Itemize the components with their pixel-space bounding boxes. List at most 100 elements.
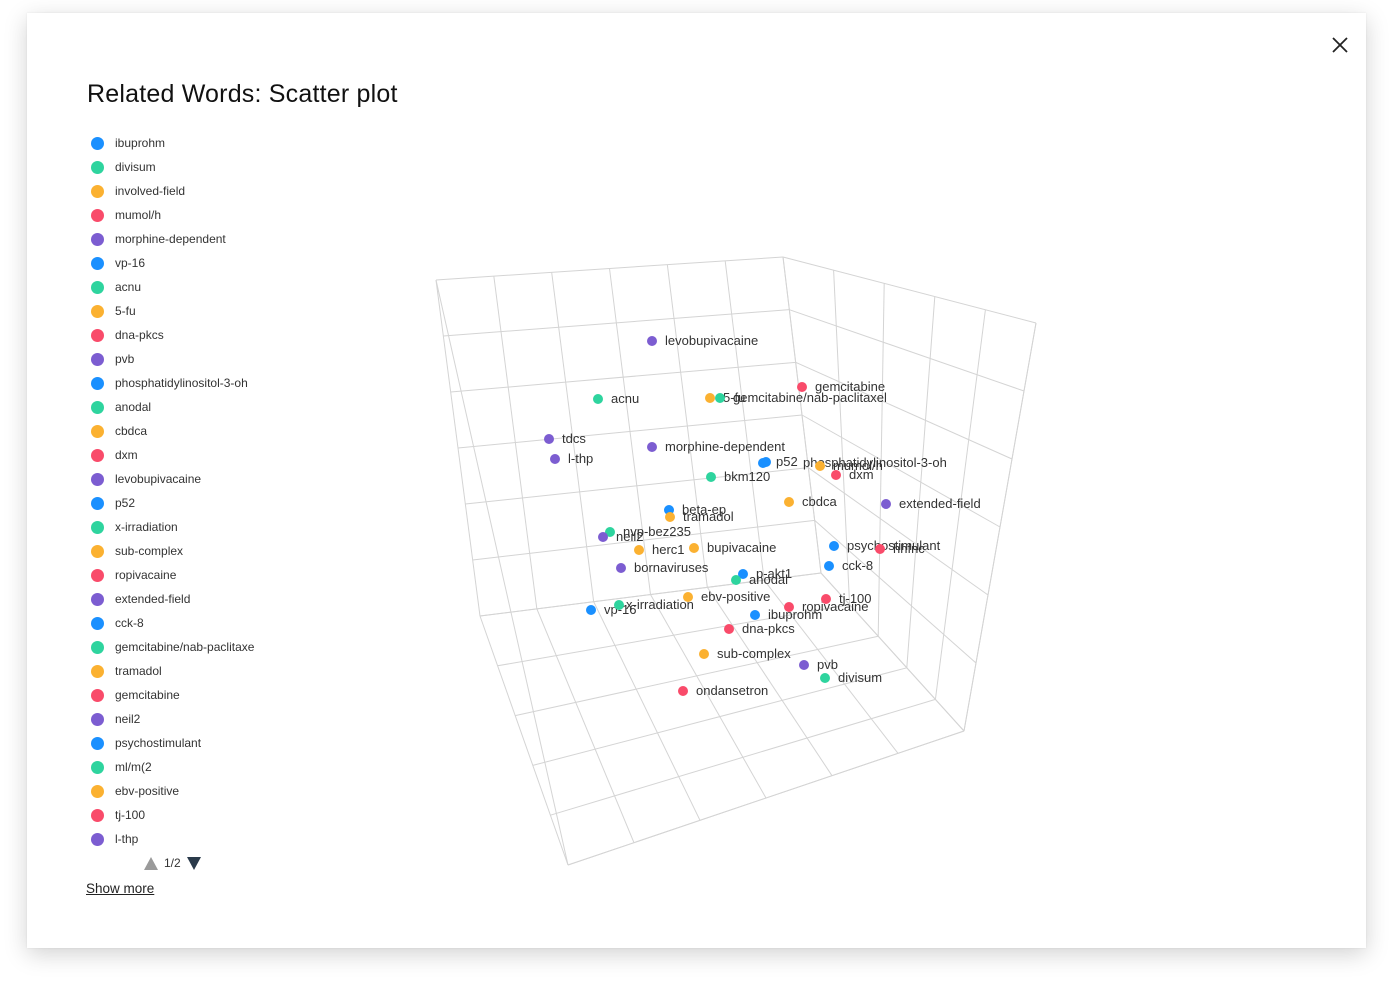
legend-label: ropivacaine [115,568,177,582]
grid-line-floor [593,601,701,821]
legend-item[interactable]: l-thp [91,827,263,851]
scatter-point[interactable] [647,442,657,452]
legend-item[interactable]: extended-field [91,587,263,611]
legend-item[interactable]: gemcitabine/nab-paclitaxe [91,635,263,659]
legend-item[interactable]: cck-8 [91,611,263,635]
legend-item[interactable]: pvb [91,347,263,371]
scatter-point[interactable] [758,458,768,468]
scatter-point[interactable] [614,600,624,610]
scatter-point[interactable] [715,393,725,403]
scatter-point[interactable] [750,610,760,620]
scatter-point[interactable] [689,543,699,553]
scatter-point[interactable] [829,541,839,551]
scatter-point[interactable] [705,393,715,403]
point-label: neil2 [616,529,643,544]
scatter-point[interactable] [683,592,693,602]
point-label: extended-field [899,496,981,511]
legend-item[interactable]: anodal [91,395,263,419]
point-label: ropivacaine [802,599,869,614]
legend-item[interactable]: psychostimulant [91,731,263,755]
scatter-point[interactable] [797,382,807,392]
scatter-point[interactable] [881,499,891,509]
legend-item[interactable]: ebv-positive [91,779,263,803]
legend-color-dot [91,376,104,390]
scatter-point[interactable] [605,527,615,537]
grid-line-back-wall [435,256,784,281]
triangle-down-icon[interactable] [186,856,201,870]
scatter-point[interactable] [821,594,831,604]
grid-line-back-wall [465,467,809,505]
point-label: p-akt1 [756,566,792,581]
legend-item[interactable]: dna-pkcs [91,323,263,347]
scatter-point[interactable] [799,660,809,670]
grid-line-right-wall [795,361,1013,460]
legend-item[interactable]: neil2 [91,707,263,731]
scatter-point[interactable] [647,336,657,346]
scatter-point[interactable] [731,575,741,585]
triangle-up-icon[interactable] [144,856,158,870]
legend-item[interactable]: ibuprohm [91,131,263,155]
point-label: bornaviruses [634,560,709,575]
point-label: ebv-positive [701,589,770,604]
legend-item[interactable]: 5-fu [91,299,263,323]
legend-item[interactable]: involved-field [91,179,263,203]
legend-label: mumol/h [115,208,162,222]
scatter-point[interactable] [824,561,834,571]
scatter-point[interactable] [634,545,644,555]
legend-item[interactable]: ropivacaine [91,563,263,587]
scatter-point[interactable] [875,544,885,554]
scatter-point[interactable] [593,394,603,404]
legend-item[interactable]: cbdca [91,419,263,443]
scatter-point[interactable] [665,512,675,522]
grid-line-floor [497,604,850,667]
legend-item[interactable]: tj-100 [91,803,263,827]
close-button[interactable] [1328,33,1352,57]
scatter-point[interactable] [598,532,608,542]
scatter-point[interactable] [550,454,560,464]
legend-label: sub-complex [115,544,184,558]
grid-line-floor [479,572,822,617]
legend-item[interactable]: morphine-dependent [91,227,263,251]
point-label: tj-100 [839,591,872,606]
point-label: acnu [611,391,639,406]
legend-item[interactable]: tramadol [91,659,263,683]
legend-item[interactable]: gemcitabine [91,683,263,707]
legend-item[interactable]: levobupivacaine [91,467,263,491]
point-label: tdcs [562,431,586,446]
legend-color-dot [91,448,104,462]
chart-grid [435,256,1037,866]
legend-color-dot [91,664,104,678]
scatter-point[interactable] [831,470,841,480]
scatter-point[interactable] [784,602,794,612]
grid-line-floor [550,698,936,816]
scatter-point[interactable] [706,472,716,482]
scatter-point[interactable] [724,624,734,634]
legend-item[interactable]: vp-16 [91,251,263,275]
legend-item[interactable]: sub-complex [91,539,263,563]
legend-item[interactable]: phosphatidylinositol-3-oh [91,371,263,395]
legend-color-dot [91,832,104,846]
close-icon[interactable] [1328,33,1352,57]
scatter-point[interactable] [678,686,688,696]
legend-item[interactable]: divisum [91,155,263,179]
scatter-point[interactable] [784,497,794,507]
legend-color-dot [91,544,104,558]
scatter-point[interactable] [699,649,709,659]
show-more-link[interactable]: Show more [86,881,155,896]
legend-color-dot [91,352,104,366]
scatter-point[interactable] [616,563,626,573]
legend-item[interactable]: dxm [91,443,263,467]
legend-item[interactable]: ml/m(2 [91,755,263,779]
legend-item[interactable]: p52 [91,491,263,515]
legend-item[interactable]: acnu [91,275,263,299]
scatter-point[interactable] [815,461,825,471]
legend-pager: 1/2 [144,856,201,870]
scatter-point[interactable] [586,605,596,615]
scatter-point[interactable] [738,569,748,579]
scatter-point[interactable] [544,434,554,444]
legend-item[interactable]: mumol/h [91,203,263,227]
legend-label: ml/m(2 [115,760,152,774]
legend-item[interactable]: x-irradiation [91,515,263,539]
scatter-point[interactable] [820,673,830,683]
